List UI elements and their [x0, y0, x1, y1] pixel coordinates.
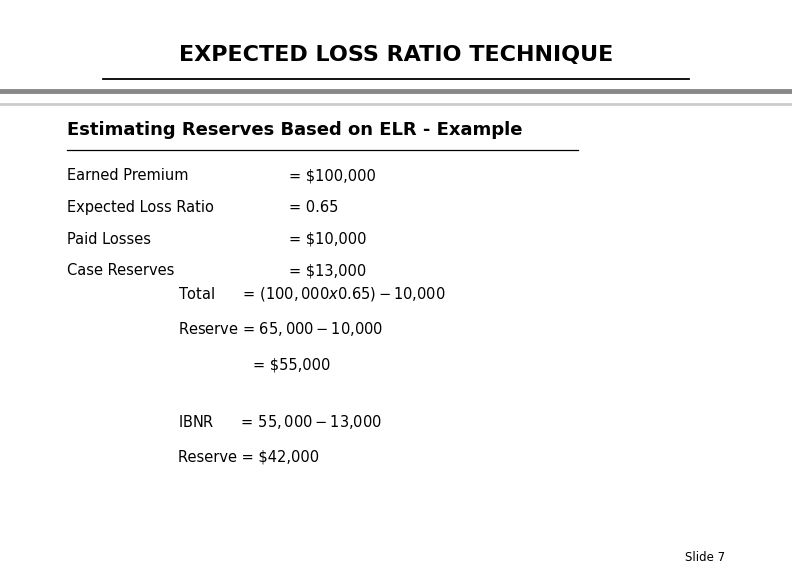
Text: = $10,000: = $10,000 — [289, 232, 367, 247]
Text: IBNR      = $55,000 - $13,000: IBNR = $55,000 - $13,000 — [178, 412, 383, 431]
Text: = $13,000: = $13,000 — [289, 263, 367, 278]
Text: = $55,000: = $55,000 — [253, 358, 331, 373]
Text: Slide 7: Slide 7 — [684, 551, 725, 564]
Text: EXPECTED LOSS RATIO TECHNIQUE: EXPECTED LOSS RATIO TECHNIQUE — [179, 45, 613, 65]
Text: Reserve = $42,000: Reserve = $42,000 — [178, 449, 319, 464]
Text: = 0.65: = 0.65 — [289, 200, 338, 215]
Text: Total      = ($100,000 x 0.65) - $10,000: Total = ($100,000 x 0.65) - $10,000 — [178, 285, 446, 303]
Text: Reserve = $65,000 - $10,000: Reserve = $65,000 - $10,000 — [178, 320, 383, 339]
Text: Expected Loss Ratio: Expected Loss Ratio — [67, 200, 214, 215]
Text: Earned Premium: Earned Premium — [67, 168, 188, 183]
Text: Case Reserves: Case Reserves — [67, 263, 175, 278]
Text: = $100,000: = $100,000 — [289, 168, 376, 183]
Text: Paid Losses: Paid Losses — [67, 232, 151, 247]
Text: Estimating Reserves Based on ELR - Example: Estimating Reserves Based on ELR - Examp… — [67, 120, 523, 139]
